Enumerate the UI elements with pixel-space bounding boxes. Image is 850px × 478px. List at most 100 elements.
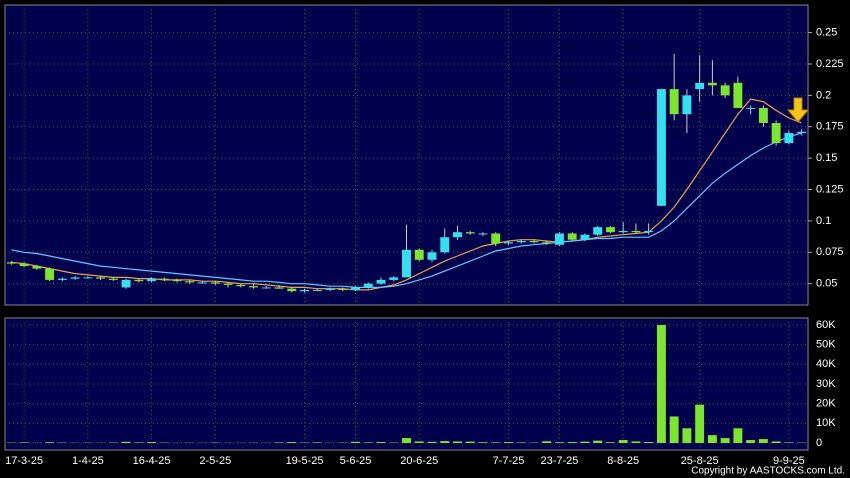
x-tick-label: 1-4-25 <box>72 455 104 467</box>
candle-body <box>491 233 501 244</box>
volume-bar <box>19 442 29 443</box>
volume-bar <box>351 441 360 443</box>
y-tick-label: 0.15 <box>816 152 837 164</box>
y-tick-label: 50K <box>816 339 836 351</box>
y-tick-label: 0.05 <box>816 278 837 290</box>
candle-body <box>261 287 271 289</box>
candle-body <box>771 122 781 144</box>
volume-bar <box>784 442 794 443</box>
volume-bar <box>491 442 501 443</box>
candle-body <box>172 279 182 282</box>
candle-body <box>618 230 628 233</box>
volume-bar <box>631 441 641 443</box>
candle-body <box>656 89 666 206</box>
volume-bar <box>695 404 705 443</box>
candle-body <box>210 282 220 284</box>
volume-bar <box>287 442 297 443</box>
candle-body <box>542 242 552 244</box>
y-tick-label: 0 <box>816 437 822 449</box>
candle-body <box>249 286 259 288</box>
candle-body <box>631 230 641 233</box>
plot: 0.05 0.075 0.1 0.125 0.15 0.175 0.2 0.225 0.25 0 1… <box>5 5 844 467</box>
candle-body <box>19 263 29 267</box>
y-tick-label: 60K <box>816 319 836 331</box>
candle-body <box>733 82 743 108</box>
candle-body <box>134 279 144 282</box>
volume-bar <box>453 441 462 443</box>
volume-bar <box>376 442 386 443</box>
y-tick-label: 0.075 <box>816 246 844 258</box>
x-tick-label: 19-5-25 <box>286 455 324 467</box>
y-tick-label: 30K <box>816 378 836 390</box>
candle-body <box>707 82 717 86</box>
volume-bar <box>618 440 628 443</box>
candle-body <box>57 278 67 280</box>
candle-body <box>70 277 80 279</box>
candle-body <box>83 277 93 279</box>
volume-bar <box>121 441 131 443</box>
candle-body <box>389 277 399 280</box>
candle-body <box>351 287 360 290</box>
candle-body <box>580 234 590 240</box>
candle-body <box>465 232 475 234</box>
candle-body <box>440 237 450 253</box>
volume-bar <box>656 325 666 443</box>
candle-body <box>338 288 348 290</box>
volume-bar <box>567 442 577 443</box>
candle-body <box>363 283 373 288</box>
candle-body <box>236 284 246 287</box>
volume-bar <box>771 441 781 443</box>
candle-body <box>746 107 756 109</box>
candle-body <box>478 233 488 235</box>
volume-bar <box>580 441 590 443</box>
candle-body <box>529 240 539 243</box>
volume-bar <box>644 442 654 443</box>
candle-body <box>504 242 513 244</box>
volume-bar <box>605 442 615 443</box>
candle-body <box>45 268 55 280</box>
candle-body <box>567 233 577 240</box>
volume-bar <box>682 428 692 443</box>
x-tick-label: 8-8-25 <box>607 455 639 467</box>
candle-body <box>402 249 411 278</box>
candle-body <box>147 278 157 282</box>
ma-line <box>11 132 802 288</box>
candle-body <box>325 288 335 290</box>
volume-bar <box>363 442 373 443</box>
candle-body <box>720 85 730 96</box>
volume-bar <box>707 435 717 443</box>
volume-bar <box>669 416 679 443</box>
x-tick-label: 17-3-25 <box>5 455 43 467</box>
x-tick-label: 23-7-25 <box>540 455 578 467</box>
x-tick-label: 5-6-25 <box>340 455 372 467</box>
candle-body <box>453 232 462 238</box>
volume-bar <box>542 441 552 443</box>
volume-bar <box>427 441 437 443</box>
volume-bar <box>593 440 603 443</box>
y-tick-label: 10K <box>816 417 836 429</box>
candle-body <box>669 89 679 115</box>
y-tick-label: 0.225 <box>816 58 844 70</box>
volume-bar <box>134 442 144 443</box>
candle-body <box>758 107 768 123</box>
volume-bar <box>147 442 157 443</box>
volume-bar <box>504 442 513 443</box>
candle-body <box>312 289 322 291</box>
y-tick-label: 0.25 <box>816 27 837 39</box>
candle-body <box>516 240 526 243</box>
volume-bar <box>478 442 488 443</box>
candle-body <box>6 262 16 264</box>
candle-body <box>682 95 692 115</box>
candle-body <box>644 230 654 233</box>
volume-bar <box>516 442 526 443</box>
volume-bar <box>720 438 730 443</box>
candle-body <box>185 281 195 283</box>
volume-bar <box>440 441 450 443</box>
y-tick-label: 0.2 <box>816 89 831 101</box>
y-tick-label: 0.125 <box>816 183 844 195</box>
y-tick-label: 20K <box>816 398 836 410</box>
ma-line <box>11 98 802 291</box>
copyright: Copyright by AASTOCKS.com Ltd. <box>691 466 845 477</box>
